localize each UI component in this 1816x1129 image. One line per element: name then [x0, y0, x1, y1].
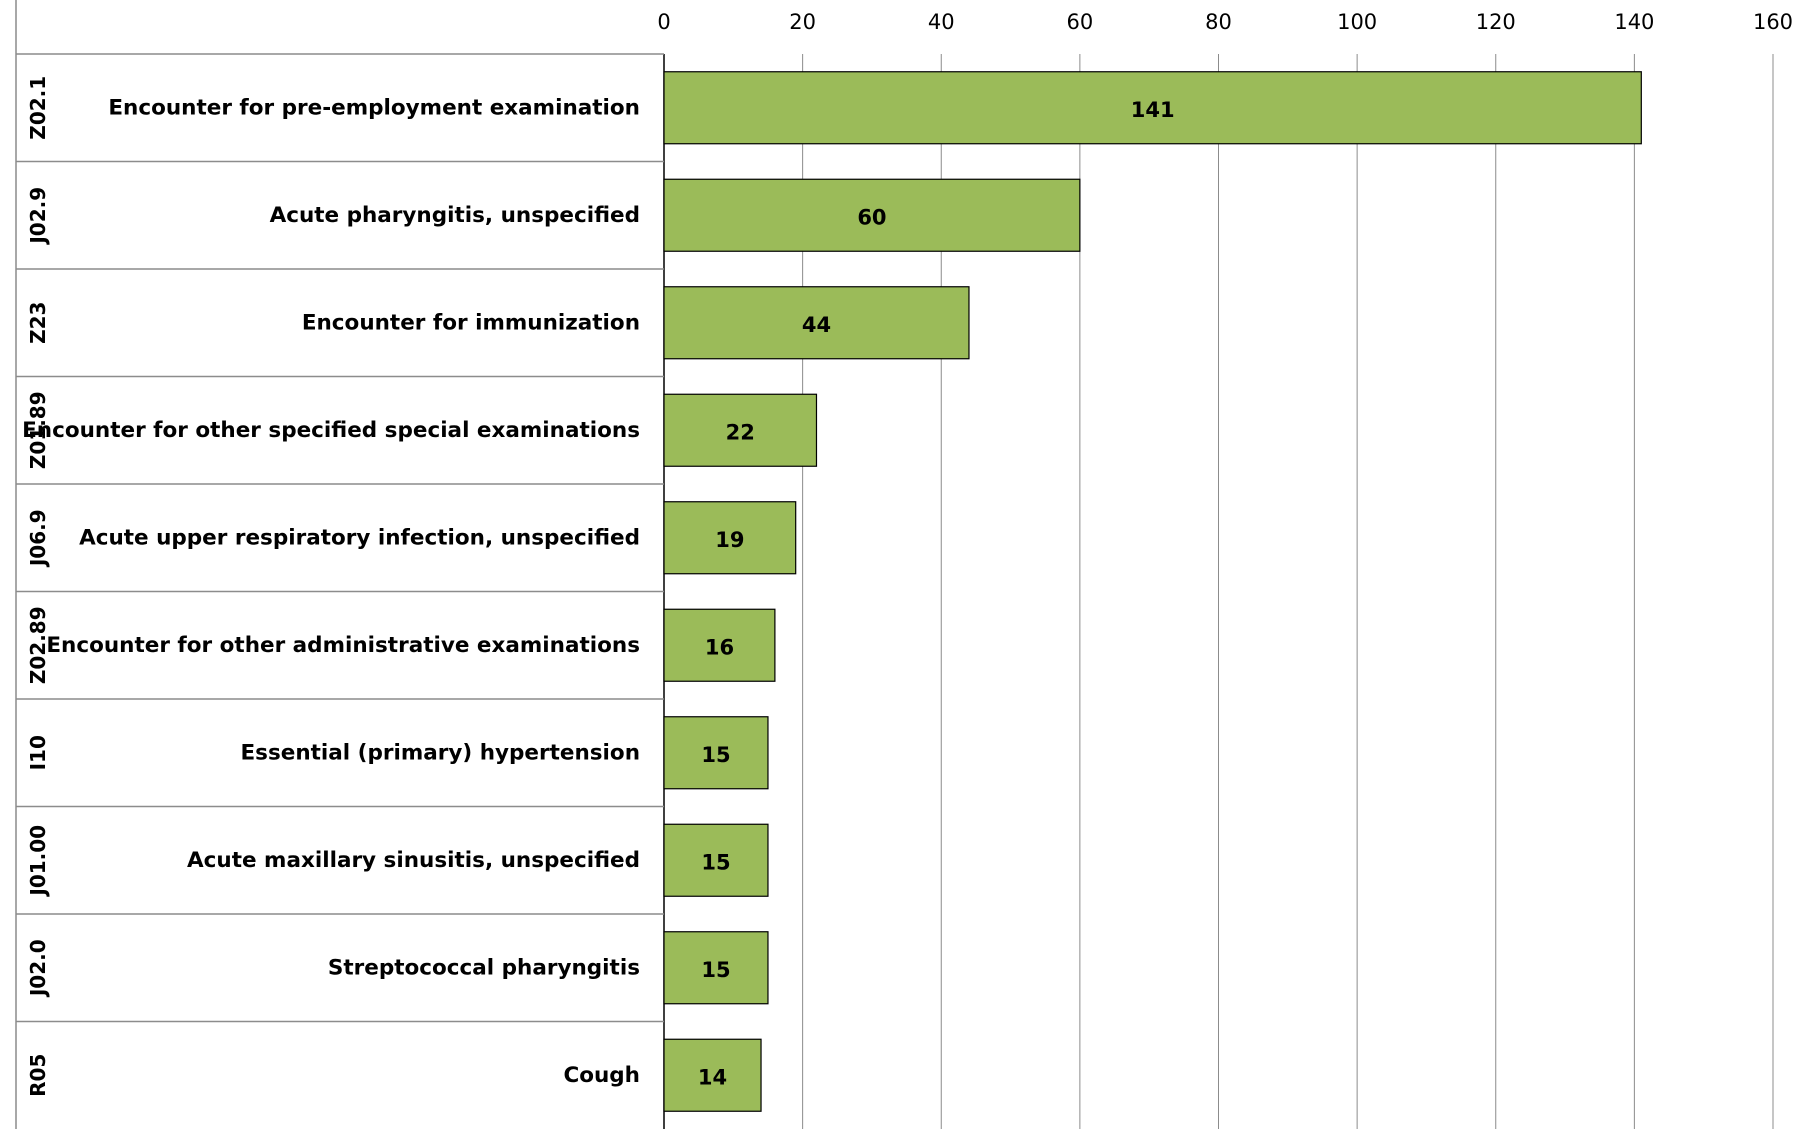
bar-j01-00 — [663, 823, 769, 897]
x-tick-label-140: 140 — [1614, 10, 1654, 34]
category-code-j06-9: J06.9 — [26, 509, 50, 568]
category-label-j01-00: Acute maxillary sinusitis, unspecified — [187, 848, 640, 873]
category-code-i10: I10 — [26, 735, 50, 770]
category-label-z02-1: Encounter for pre-employment examination — [108, 95, 640, 120]
x-tick-label-0: 0 — [657, 10, 670, 34]
category-code-z23: Z23 — [26, 302, 50, 344]
x-tick-label-40: 40 — [928, 10, 955, 34]
x-tick-label-60: 60 — [1067, 10, 1094, 34]
category-code-j01-00: J01.00 — [26, 825, 50, 898]
bar-j02-9 — [663, 178, 1081, 252]
data-label-j02-9: 60 — [857, 205, 886, 229]
category-label-j02-0: Streptococcal pharyngitis — [328, 955, 640, 980]
bars: 141 60 44 22 19 16 15 15 15 14 — [663, 71, 1642, 1112]
data-label-j01-00: 15 — [701, 850, 730, 874]
bar-z23 — [663, 286, 970, 360]
bar-z01-89 — [663, 393, 818, 467]
x-tick-label-20: 20 — [789, 10, 816, 34]
category-label-z01-89: Encounter for other specified special ex… — [22, 418, 640, 443]
bar-j06-9 — [663, 501, 797, 575]
data-label-z01-89: 22 — [726, 420, 755, 444]
data-label-z02-89: 16 — [705, 635, 734, 659]
category-label-r05: Cough — [563, 1063, 640, 1088]
x-tick-label-160: 160 — [1753, 10, 1793, 34]
data-label-z23: 44 — [802, 313, 831, 337]
data-label-r05: 14 — [698, 1065, 727, 1089]
category-label-z02-89: Encounter for other administrative exami… — [46, 633, 640, 658]
x-tick-label-100: 100 — [1337, 10, 1377, 34]
x-tick-label-80: 80 — [1205, 10, 1232, 34]
category-code-z02-89: Z02.89 — [26, 606, 50, 684]
category-code-z01-89: Z01.89 — [26, 391, 50, 469]
data-label-z02-1: 141 — [1131, 98, 1175, 122]
bar-i10 — [663, 716, 769, 790]
bar-r05 — [663, 1038, 762, 1112]
category-label-i10: Essential (primary) hypertension — [240, 740, 640, 765]
x-tick-label-120: 120 — [1476, 10, 1516, 34]
category-label-z23: Encounter for immunization — [302, 310, 640, 335]
category-code-j02-9: J02.9 — [26, 187, 50, 246]
bar-z02-1 — [663, 71, 1642, 145]
x-axis-ticks: 0 20 40 60 80 100 120 140 160 — [657, 10, 1793, 34]
category-label-j02-9: Acute pharyngitis, unspecified — [270, 203, 640, 228]
category-code-j02-0: J02.0 — [26, 939, 50, 998]
category-code-z02-1: Z02.1 — [26, 76, 50, 140]
bar-j02-0 — [663, 931, 769, 1005]
data-label-j02-0: 15 — [701, 958, 730, 982]
bar-z02-89 — [663, 608, 776, 682]
category-label-j06-9: Acute upper respiratory infection, unspe… — [79, 525, 640, 550]
data-label-i10: 15 — [701, 743, 730, 767]
data-label-j06-9: 19 — [715, 528, 744, 552]
category-rows: Z02.1 Encounter for pre-employment examin… — [15, 0, 664, 1129]
category-code-r05: R05 — [26, 1054, 50, 1097]
